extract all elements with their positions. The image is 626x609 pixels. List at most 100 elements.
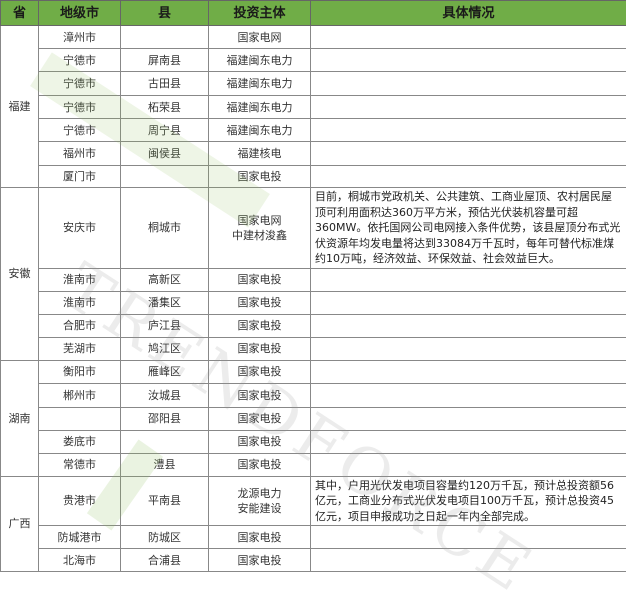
cell-county: 闽侯县 — [121, 142, 209, 166]
cell-province: 福建 — [1, 26, 39, 188]
cell-detail — [311, 383, 626, 407]
cell-city: 娄底市 — [39, 430, 121, 453]
cell-county: 高新区 — [121, 268, 209, 291]
cell-county: 周宁县 — [121, 119, 209, 142]
header-county: 县 — [121, 1, 209, 26]
cell-detail — [311, 166, 626, 188]
cell-detail — [311, 526, 626, 549]
project-table: 省 地级市 县 投资主体 具体情况 福建漳州市国家电网宁德市屏南县福建闽东电力宁… — [0, 0, 626, 572]
table-row: 淮南市高新区国家电投 — [1, 268, 626, 291]
table-row: 福州市闽侯县福建核电 — [1, 142, 626, 166]
cell-city: 淮南市 — [39, 268, 121, 291]
cell-investor: 国家电投 — [209, 314, 311, 337]
cell-investor: 国家电投 — [209, 166, 311, 188]
cell-county: 澧县 — [121, 453, 209, 476]
table-row: 郴州市汝城县国家电投 — [1, 383, 626, 407]
cell-investor: 龙源电力 安能建设 — [209, 476, 311, 526]
cell-city: 安庆市 — [39, 188, 121, 269]
cell-investor: 福建闽东电力 — [209, 96, 311, 119]
cell-city: 常德市 — [39, 453, 121, 476]
cell-county: 合浦县 — [121, 549, 209, 572]
cell-investor: 福建核电 — [209, 142, 311, 166]
cell-county — [121, 430, 209, 453]
cell-investor: 国家电投 — [209, 337, 311, 360]
cell-investor: 福建闽东电力 — [209, 119, 311, 142]
table-body: 福建漳州市国家电网宁德市屏南县福建闽东电力宁德市古田县福建闽东电力宁德市柘荣县福… — [1, 26, 626, 572]
header-detail: 具体情况 — [311, 1, 626, 26]
table-row: 芜湖市鸠江区国家电投 — [1, 337, 626, 360]
cell-investor: 国家电投 — [209, 268, 311, 291]
table-row: 常德市澧县国家电投 — [1, 453, 626, 476]
cell-county: 庐江县 — [121, 314, 209, 337]
cell-county: 邵阳县 — [121, 407, 209, 430]
cell-detail — [311, 453, 626, 476]
cell-investor: 国家电投 — [209, 549, 311, 572]
table-row: 宁德市古田县福建闽东电力 — [1, 72, 626, 96]
table-row: 宁德市周宁县福建闽东电力 — [1, 119, 626, 142]
cell-investor: 国家电投 — [209, 383, 311, 407]
cell-province: 安徽 — [1, 188, 39, 361]
cell-city: 厦门市 — [39, 166, 121, 188]
cell-detail — [311, 268, 626, 291]
table-row: 宁德市柘荣县福建闽东电力 — [1, 96, 626, 119]
cell-county — [121, 26, 209, 49]
table-row: 安徽安庆市桐城市国家电网 中建材浚鑫目前，桐城市党政机关、公共建筑、工商业屋顶、… — [1, 188, 626, 269]
cell-city: 防城港市 — [39, 526, 121, 549]
cell-investor: 福建闽东电力 — [209, 49, 311, 72]
cell-county: 汝城县 — [121, 383, 209, 407]
cell-city: 郴州市 — [39, 383, 121, 407]
cell-detail — [311, 407, 626, 430]
table-row: 湖南衡阳市雁峰区国家电投 — [1, 360, 626, 383]
table-row: 宁德市屏南县福建闽东电力 — [1, 49, 626, 72]
cell-county — [121, 166, 209, 188]
cell-investor: 国家电投 — [209, 291, 311, 314]
cell-detail — [311, 26, 626, 49]
cell-city: 漳州市 — [39, 26, 121, 49]
cell-detail — [311, 291, 626, 314]
cell-city: 衡阳市 — [39, 360, 121, 383]
cell-investor: 国家电网 中建材浚鑫 — [209, 188, 311, 269]
cell-investor: 国家电投 — [209, 526, 311, 549]
cell-detail: 其中，户用光伏发电项目容量约120万千瓦，预计总投资额56亿元，工商业分布式光伏… — [311, 476, 626, 526]
cell-city: 北海市 — [39, 549, 121, 572]
cell-county: 古田县 — [121, 72, 209, 96]
cell-city: 贵港市 — [39, 476, 121, 526]
cell-county: 鸠江区 — [121, 337, 209, 360]
cell-detail — [311, 142, 626, 166]
cell-city: 合肥市 — [39, 314, 121, 337]
cell-province: 广西 — [1, 476, 39, 572]
table-row: 淮南市潘集区国家电投 — [1, 291, 626, 314]
cell-detail — [311, 337, 626, 360]
cell-investor: 国家电网 — [209, 26, 311, 49]
cell-investor: 国家电投 — [209, 430, 311, 453]
cell-city: 淮南市 — [39, 291, 121, 314]
table-row: 防城港市防城区国家电投 — [1, 526, 626, 549]
table-row: 广西贵港市平南县龙源电力 安能建设其中，户用光伏发电项目容量约120万千瓦，预计… — [1, 476, 626, 526]
cell-detail — [311, 549, 626, 572]
cell-city: 芜湖市 — [39, 337, 121, 360]
table-row: 厦门市 国家电投 — [1, 166, 626, 188]
cell-detail — [311, 119, 626, 142]
table-row: 娄底市 国家电投 — [1, 430, 626, 453]
cell-detail — [311, 360, 626, 383]
cell-county: 桐城市 — [121, 188, 209, 269]
table-row: 邵阳县国家电投 — [1, 407, 626, 430]
cell-county: 防城区 — [121, 526, 209, 549]
cell-city — [39, 407, 121, 430]
cell-county: 屏南县 — [121, 49, 209, 72]
table-header: 省 地级市 县 投资主体 具体情况 — [1, 1, 626, 26]
header-province: 省 — [1, 1, 39, 26]
cell-detail: 目前，桐城市党政机关、公共建筑、工商业屋顶、农村居民屋顶可利用面积达360万平方… — [311, 188, 626, 269]
header-city: 地级市 — [39, 1, 121, 26]
table-row: 福建漳州市国家电网 — [1, 26, 626, 49]
cell-detail — [311, 430, 626, 453]
cell-city: 宁德市 — [39, 119, 121, 142]
cell-investor: 福建闽东电力 — [209, 72, 311, 96]
table-row: 北海市合浦县国家电投 — [1, 549, 626, 572]
cell-city: 福州市 — [39, 142, 121, 166]
cell-province: 湖南 — [1, 360, 39, 476]
cell-investor: 国家电投 — [209, 360, 311, 383]
cell-county: 雁峰区 — [121, 360, 209, 383]
cell-investor: 国家电投 — [209, 453, 311, 476]
cell-city: 宁德市 — [39, 72, 121, 96]
